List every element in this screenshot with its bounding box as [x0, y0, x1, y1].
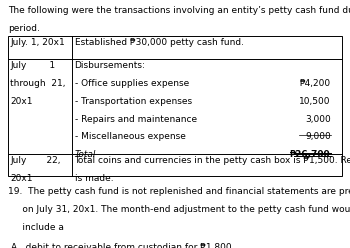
Text: - Repairs and maintenance: - Repairs and maintenance: [75, 115, 197, 124]
Text: is made.: is made.: [75, 174, 113, 183]
Text: - Office supplies expense: - Office supplies expense: [75, 79, 189, 88]
Text: Total coins and currencies in the petty cash box is ₱1,500. Replenishment: Total coins and currencies in the petty …: [75, 156, 350, 165]
Text: ₱4,200: ₱4,200: [300, 79, 331, 88]
Text: Established ₱30,000 petty cash fund.: Established ₱30,000 petty cash fund.: [75, 38, 244, 47]
Text: 9,000: 9,000: [305, 132, 331, 141]
Text: Disbursements:: Disbursements:: [75, 61, 146, 70]
Text: 3,000: 3,000: [305, 115, 331, 124]
Text: The following were the transactions involving an entity’s petty cash fund during: The following were the transactions invo…: [8, 6, 350, 15]
Text: on July 31, 20x1. The month-end adjustment to the petty cash fund would not: on July 31, 20x1. The month-end adjustme…: [8, 205, 350, 214]
Text: 10,500: 10,500: [299, 97, 331, 106]
Text: period.: period.: [8, 24, 40, 33]
Text: - Miscellaneous expense: - Miscellaneous expense: [75, 132, 186, 141]
Bar: [8, 36, 342, 176]
Text: include a: include a: [8, 223, 64, 232]
Text: A.  debit to receivable from custodian for ₱1,800.: A. debit to receivable from custodian fo…: [11, 243, 235, 248]
Text: July        1: July 1: [10, 61, 56, 70]
Text: through  21,: through 21,: [10, 79, 66, 88]
Text: - Transportation expenses: - Transportation expenses: [75, 97, 192, 106]
Text: July       22,: July 22,: [10, 156, 61, 165]
Text: 19.  The petty cash fund is not replenished and financial statements are prepare: 19. The petty cash fund is not replenish…: [8, 187, 350, 196]
Text: 20x1: 20x1: [10, 174, 33, 183]
Text: 20x1: 20x1: [10, 97, 33, 106]
Text: ₱26,700: ₱26,700: [290, 150, 331, 159]
Text: July. 1, 20x1: July. 1, 20x1: [10, 38, 65, 47]
Text: Total: Total: [75, 150, 96, 159]
